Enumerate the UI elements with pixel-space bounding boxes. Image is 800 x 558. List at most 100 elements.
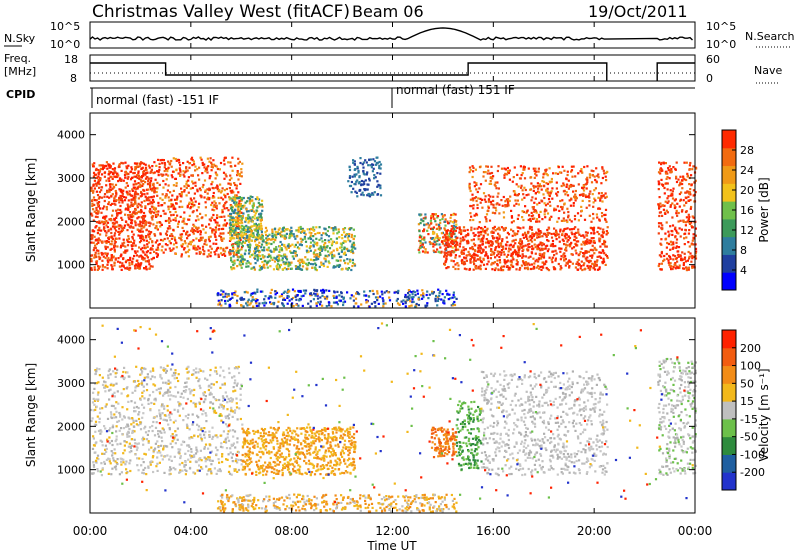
power-echo (127, 244, 129, 246)
power-echo (436, 248, 438, 250)
power-echo (454, 245, 456, 247)
power-echo (475, 267, 477, 269)
power-echo (592, 174, 594, 176)
power-echo (536, 221, 538, 223)
power-echo (171, 205, 173, 207)
power-echo (287, 228, 289, 230)
power-echo (518, 185, 520, 187)
power-echo (138, 197, 140, 199)
power-echo (259, 265, 261, 267)
power-echo (517, 200, 519, 202)
power-echo (237, 247, 239, 249)
power-echo (560, 255, 562, 257)
power-echo (115, 190, 117, 192)
power-echo (152, 184, 154, 186)
power-echo (342, 304, 344, 306)
power-echo (592, 228, 594, 230)
power-echo (252, 292, 254, 294)
power-echo (689, 164, 691, 166)
power-echo (405, 305, 407, 307)
power-echo (194, 169, 196, 171)
power-echo (531, 245, 533, 247)
power-echo (231, 206, 233, 208)
power-echo (268, 255, 270, 257)
power-echo (211, 248, 213, 250)
power-echo (503, 211, 505, 213)
power-echo (141, 185, 143, 187)
power-echo (457, 264, 459, 266)
power-echo (503, 229, 505, 231)
power-echo (149, 167, 151, 169)
power-echo (424, 213, 426, 215)
power-echo (679, 227, 681, 229)
power-echo (99, 164, 101, 166)
power-echo (538, 231, 540, 233)
power-echo (245, 229, 247, 231)
power-echo (184, 223, 186, 225)
power-echo (556, 252, 558, 254)
power-echo (211, 181, 213, 183)
power-echo (563, 240, 565, 242)
power-echo (310, 228, 312, 230)
power-echo (541, 189, 543, 191)
power-echo (252, 216, 254, 218)
power-echo (218, 225, 220, 227)
power-echo (103, 205, 105, 207)
power-echo (414, 291, 416, 293)
power-echo (457, 249, 459, 251)
power-echo (324, 249, 326, 251)
power-echo (672, 224, 674, 226)
power-echo (162, 180, 164, 182)
power-echo (236, 185, 238, 187)
power-echo (145, 247, 147, 249)
power-echo (533, 262, 535, 264)
power-echo (500, 199, 502, 201)
power-echo (378, 165, 380, 167)
power-echo (205, 206, 207, 208)
power-echo (106, 206, 108, 208)
power-echo (468, 251, 470, 253)
power-echo (166, 170, 168, 172)
power-echo (181, 221, 183, 223)
power-echo (292, 289, 294, 291)
power-echo (559, 241, 561, 243)
power-echo (597, 197, 599, 199)
power-echo (579, 253, 581, 255)
power-echo (200, 239, 202, 241)
power-echo (603, 170, 605, 172)
power-echo (579, 264, 581, 266)
power-echo (109, 188, 111, 190)
power-echo (216, 217, 218, 219)
power-echo (587, 232, 589, 234)
power-echo (672, 166, 674, 168)
power-echo (103, 221, 105, 223)
power-echo (262, 302, 264, 304)
power-echo (516, 263, 518, 265)
power-echo (182, 170, 184, 172)
power-echo (211, 169, 213, 171)
power-echo (503, 177, 505, 179)
power-echo (379, 296, 381, 298)
power-echo (248, 210, 250, 212)
power-echo (375, 296, 377, 298)
power-echo (561, 233, 563, 235)
power-echo (96, 199, 98, 201)
power-echo (255, 236, 257, 238)
power-echo (275, 248, 277, 250)
power-echo (549, 257, 551, 259)
power-echo (680, 199, 682, 201)
power-echo (146, 176, 148, 178)
power-echo (171, 194, 173, 196)
power-echo (679, 183, 681, 185)
power-echo (125, 221, 127, 223)
power-echo (105, 257, 107, 259)
power-echo (258, 245, 260, 247)
power-echo (534, 168, 536, 170)
power-echo (545, 248, 547, 250)
power-echo (559, 248, 561, 250)
power-echo (175, 220, 177, 222)
power-echo (445, 237, 447, 239)
power-echo (376, 299, 378, 301)
power-echo (359, 181, 361, 183)
power-echo (343, 260, 345, 262)
